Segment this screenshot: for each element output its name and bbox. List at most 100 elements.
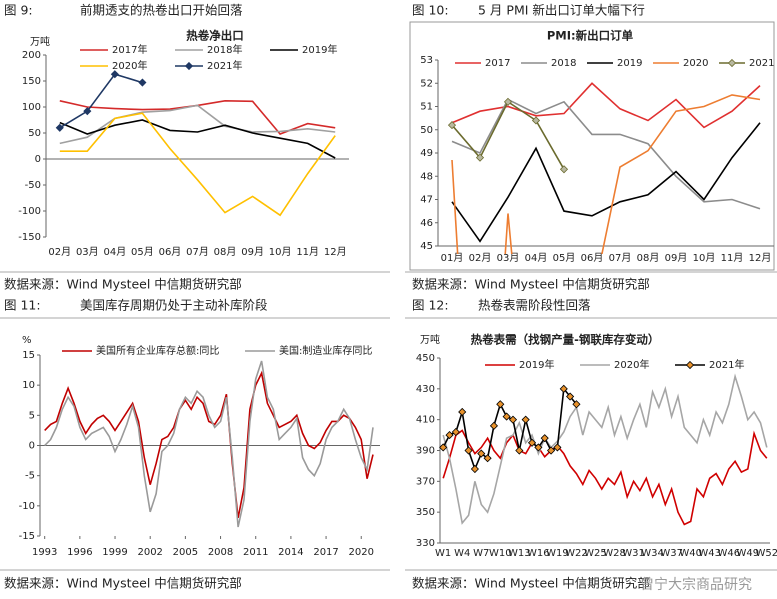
- x-tick-label: W7: [473, 548, 489, 559]
- caption-label: 图 10:: [412, 3, 449, 18]
- x-tick-label: 1999: [102, 547, 127, 558]
- y-tick-label: 350: [416, 507, 435, 518]
- x-tick-label: 02月: [48, 246, 71, 258]
- legend-marker: [685, 360, 695, 370]
- series-line: [451, 122, 761, 243]
- y-tick-label: 15: [22, 350, 35, 361]
- point: [475, 153, 485, 162]
- y-tick-label: 51: [420, 102, 433, 113]
- y-tick-label: 46: [420, 218, 433, 229]
- source: 数据来源：Wind Mysteel 中信期货研究部: [412, 277, 650, 292]
- x-tick-label: 10月: [693, 252, 716, 264]
- x-tick-label: 2014: [278, 547, 303, 558]
- point: [489, 421, 499, 430]
- point: [496, 400, 505, 409]
- x-tick-label: 06月: [581, 252, 604, 264]
- point: [546, 446, 556, 455]
- x-tick-label: W43: [698, 548, 721, 559]
- point: [540, 434, 549, 443]
- y-tick-label: 370: [416, 476, 435, 487]
- y-tick-label: 200: [22, 50, 41, 61]
- x-tick-label: 09月: [241, 246, 264, 258]
- point: [55, 123, 64, 132]
- legend-label: 2019: [617, 58, 642, 69]
- chart-title: PMI:新出口订单: [547, 29, 634, 43]
- point: [464, 446, 473, 455]
- x-tick-label: W52: [756, 548, 777, 559]
- caption-title: 美国库存周期仍处于主动补库阶段: [80, 298, 268, 313]
- x-tick-label: 04月: [103, 246, 126, 258]
- point: [572, 400, 581, 409]
- series-line: [442, 386, 578, 472]
- point: [515, 446, 524, 455]
- legend-label: 2021: [749, 58, 774, 69]
- chart-frame: [409, 21, 775, 271]
- y-axis-label: 万吨: [30, 35, 50, 48]
- x-tick-label: 12月: [324, 246, 347, 258]
- point: [451, 427, 460, 437]
- x-tick-label: 05月: [131, 246, 154, 258]
- series-line: [59, 73, 143, 129]
- y-tick-label: 49: [420, 148, 433, 159]
- y-tick-label: 430: [416, 384, 435, 395]
- x-tick-label: 2005: [173, 547, 198, 558]
- y-tick-label: 450: [416, 353, 435, 364]
- y-tick-label: 0: [35, 154, 41, 165]
- y-tick-label: 45: [420, 241, 433, 252]
- x-tick-label: W10: [489, 548, 512, 559]
- series-line: [44, 360, 374, 528]
- point: [110, 70, 119, 79]
- y-tick-label: 390: [416, 446, 435, 457]
- x-tick-label: 04月: [525, 252, 548, 264]
- x-tick-label: 08月: [214, 246, 237, 258]
- x-tick-label: 05月: [553, 252, 576, 264]
- point: [502, 412, 511, 421]
- series-line: [59, 119, 336, 159]
- point: [559, 165, 569, 174]
- x-tick-label: W49: [736, 548, 759, 559]
- caption-label: 图 12:: [412, 298, 449, 313]
- point: [483, 454, 492, 463]
- y-tick-label: -5: [25, 471, 35, 482]
- point: [83, 107, 92, 116]
- x-tick-label: 11月: [721, 252, 744, 264]
- x-tick-label: W1: [435, 548, 451, 559]
- y-tick-label: 48: [420, 171, 433, 182]
- point: [138, 78, 147, 87]
- y-tick-label: 150: [22, 76, 41, 87]
- x-tick-label: 03月: [497, 252, 520, 264]
- legend-label: 2019年: [519, 358, 554, 371]
- point: [553, 443, 562, 452]
- x-tick-label: W16: [527, 548, 550, 559]
- y-tick-label: 5: [29, 410, 35, 421]
- x-tick-label: 10月: [269, 246, 292, 258]
- y-tick-label: -50: [25, 180, 41, 191]
- legend-label: 2020年: [112, 59, 147, 72]
- legend-label: 美国:制造业库存同比: [279, 344, 372, 357]
- point: [531, 116, 541, 125]
- y-tick-label: -10: [19, 501, 35, 512]
- point: [503, 97, 513, 106]
- legend-label: 2021年: [709, 358, 744, 371]
- point: [439, 443, 448, 452]
- x-tick-label: 03月: [76, 246, 99, 258]
- legend-label: 2021年: [207, 59, 242, 72]
- point: [566, 392, 575, 401]
- caption-label: 图 11:: [4, 298, 41, 313]
- series-line: [451, 94, 761, 254]
- caption-title: 前期透支的热卷出口开始回落: [80, 3, 243, 18]
- caption-title: 热卷表需阶段性回落: [478, 298, 591, 313]
- legend-label: 2020年: [614, 358, 649, 371]
- point: [508, 415, 518, 424]
- chart-title: 热卷净出口: [186, 29, 244, 43]
- point: [447, 121, 457, 130]
- y-tick-label: -150: [18, 232, 41, 243]
- y-tick-label: 50: [420, 125, 433, 136]
- y-tick-label: -15: [19, 531, 35, 542]
- y-tick-label: 53: [420, 55, 433, 66]
- source: 数据来源：Wind Mysteel 中信期货研究部: [4, 576, 242, 591]
- x-tick-label: W25: [584, 548, 607, 559]
- point: [559, 384, 568, 393]
- legend-label: 2018年: [207, 43, 242, 56]
- x-tick-label: 1993: [32, 547, 57, 558]
